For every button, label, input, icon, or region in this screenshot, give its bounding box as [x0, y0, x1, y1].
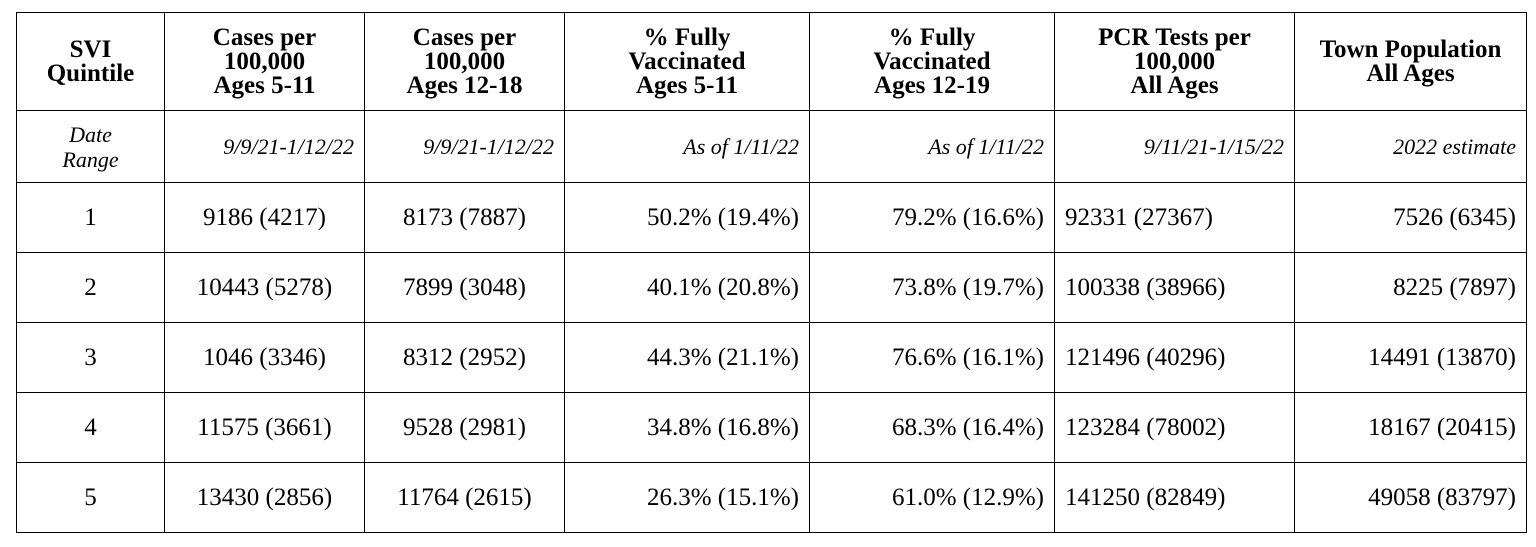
header-line: Cases per [212, 23, 317, 51]
table-cell: 8225 (7897) [1294, 252, 1527, 323]
header-line: % Fully [643, 23, 731, 51]
table-cell: 8312 (2952) [364, 322, 565, 393]
header-line: Ages 5-11 [635, 71, 739, 99]
table-cell: 92331 (27367) [1054, 182, 1295, 253]
table-cell: 26.3% (15.1%) [564, 462, 810, 533]
table-cell: 121496 (40296) [1054, 322, 1295, 393]
header-line: 100,000 [423, 47, 506, 75]
table-cell: 9186 (4217) [164, 182, 365, 253]
header-svi-quintile: SVI Quintile [16, 12, 165, 111]
table-cell: 40.1% (20.8%) [564, 252, 810, 323]
header-line: % Fully [888, 23, 976, 51]
table-cell: 13430 (2856) [164, 462, 365, 533]
table-row: 3 1046 (3346) 8312 (2952) 44.3% (21.1%) … [16, 322, 1527, 393]
table-cell: 76.6% (16.1%) [809, 322, 1055, 393]
table-cell: 79.2% (16.6%) [809, 182, 1055, 253]
table-cell: 100338 (38966) [1054, 252, 1295, 323]
header-cases-5-11: Cases per 100,000 Ages 5-11 [164, 12, 365, 111]
table-cell: 14491 (13870) [1294, 322, 1527, 393]
date-range-cell: 2022 estimate [1294, 110, 1527, 183]
quintile-cell: 5 [16, 462, 165, 533]
date-range-cell: 9/9/21-1/12/22 [364, 110, 565, 183]
header-line: Vaccinated [873, 47, 991, 75]
table-cell: 68.3% (16.4%) [809, 392, 1055, 463]
header-line: SVI [69, 35, 112, 63]
header-line: All Ages [1366, 59, 1455, 87]
date-range-cell: As of 1/11/22 [809, 110, 1055, 183]
table-cell: 8173 (7887) [364, 182, 565, 253]
table-cell: 18167 (20415) [1294, 392, 1527, 463]
header-vaccinated-5-11: % Fully Vaccinated Ages 5-11 [564, 12, 810, 111]
quintile-cell: 1 [16, 182, 165, 253]
header-line: Vaccinated [628, 47, 746, 75]
header-cases-12-18: Cases per 100,000 Ages 12-18 [364, 12, 565, 111]
header-town-population: Town Population All Ages [1294, 12, 1527, 111]
table-cell: 7526 (6345) [1294, 182, 1527, 253]
quintile-cell: 2 [16, 252, 165, 323]
header-line: Ages 12-19 [874, 71, 990, 99]
table-cell: 11764 (2615) [364, 462, 565, 533]
table-cell: 50.2% (19.4%) [564, 182, 810, 253]
date-range-label-line: Range [62, 146, 119, 172]
header-line: All Ages [1130, 71, 1219, 99]
header-pcr-tests: PCR Tests per 100,000 All Ages [1054, 12, 1295, 111]
table-cell: 73.8% (19.7%) [809, 252, 1055, 323]
quintile-cell: 4 [16, 392, 165, 463]
quintile-cell: 3 [16, 322, 165, 393]
table-cell: 9528 (2981) [364, 392, 565, 463]
header-line: Cases per [412, 23, 517, 51]
table-row: 5 13430 (2856) 11764 (2615) 26.3% (15.1%… [16, 462, 1527, 533]
date-range-label: Date Range [16, 110, 165, 183]
table-row: 2 10443 (5278) 7899 (3048) 40.1% (20.8%)… [16, 252, 1527, 323]
table-cell: 123284 (78002) [1054, 392, 1295, 463]
table-row: 1 9186 (4217) 8173 (7887) 50.2% (19.4%) … [16, 182, 1527, 253]
date-range-cell: As of 1/11/22 [564, 110, 810, 183]
table-cell: 141250 (82849) [1054, 462, 1295, 533]
header-line: 100,000 [223, 47, 306, 75]
header-line: Ages 5-11 [213, 71, 316, 99]
table-cell: 49058 (83797) [1294, 462, 1527, 533]
date-range-row: Date Range 9/9/21-1/12/22 9/9/21-1/12/22… [16, 110, 1527, 183]
header-line: Ages 12-18 [406, 71, 523, 99]
table-cell: 11575 (3661) [164, 392, 365, 463]
date-range-cell: 9/11/21-1/15/22 [1054, 110, 1295, 183]
header-line: Quintile [46, 59, 135, 87]
header-vaccinated-12-19: % Fully Vaccinated Ages 12-19 [809, 12, 1055, 111]
table-cell: 34.8% (16.8%) [564, 392, 810, 463]
header-row: SVI Quintile Cases per 100,000 Ages 5-11… [16, 12, 1527, 111]
table-cell: 44.3% (21.1%) [564, 322, 810, 393]
date-range-label-line: Date [69, 121, 112, 147]
table-cell: 61.0% (12.9%) [809, 462, 1055, 533]
table-cell: 7899 (3048) [364, 252, 565, 323]
table-cell: 1046 (3346) [164, 322, 365, 393]
table-cell: 10443 (5278) [164, 252, 365, 323]
date-range-cell: 9/9/21-1/12/22 [164, 110, 365, 183]
table-row: 4 11575 (3661) 9528 (2981) 34.8% (16.8%)… [16, 392, 1527, 463]
header-line: 100,000 [1133, 47, 1216, 75]
header-line: PCR Tests per [1098, 23, 1251, 51]
header-line: Town Population [1319, 35, 1502, 63]
svi-quintile-table: SVI Quintile Cases per 100,000 Ages 5-11… [16, 12, 1527, 533]
